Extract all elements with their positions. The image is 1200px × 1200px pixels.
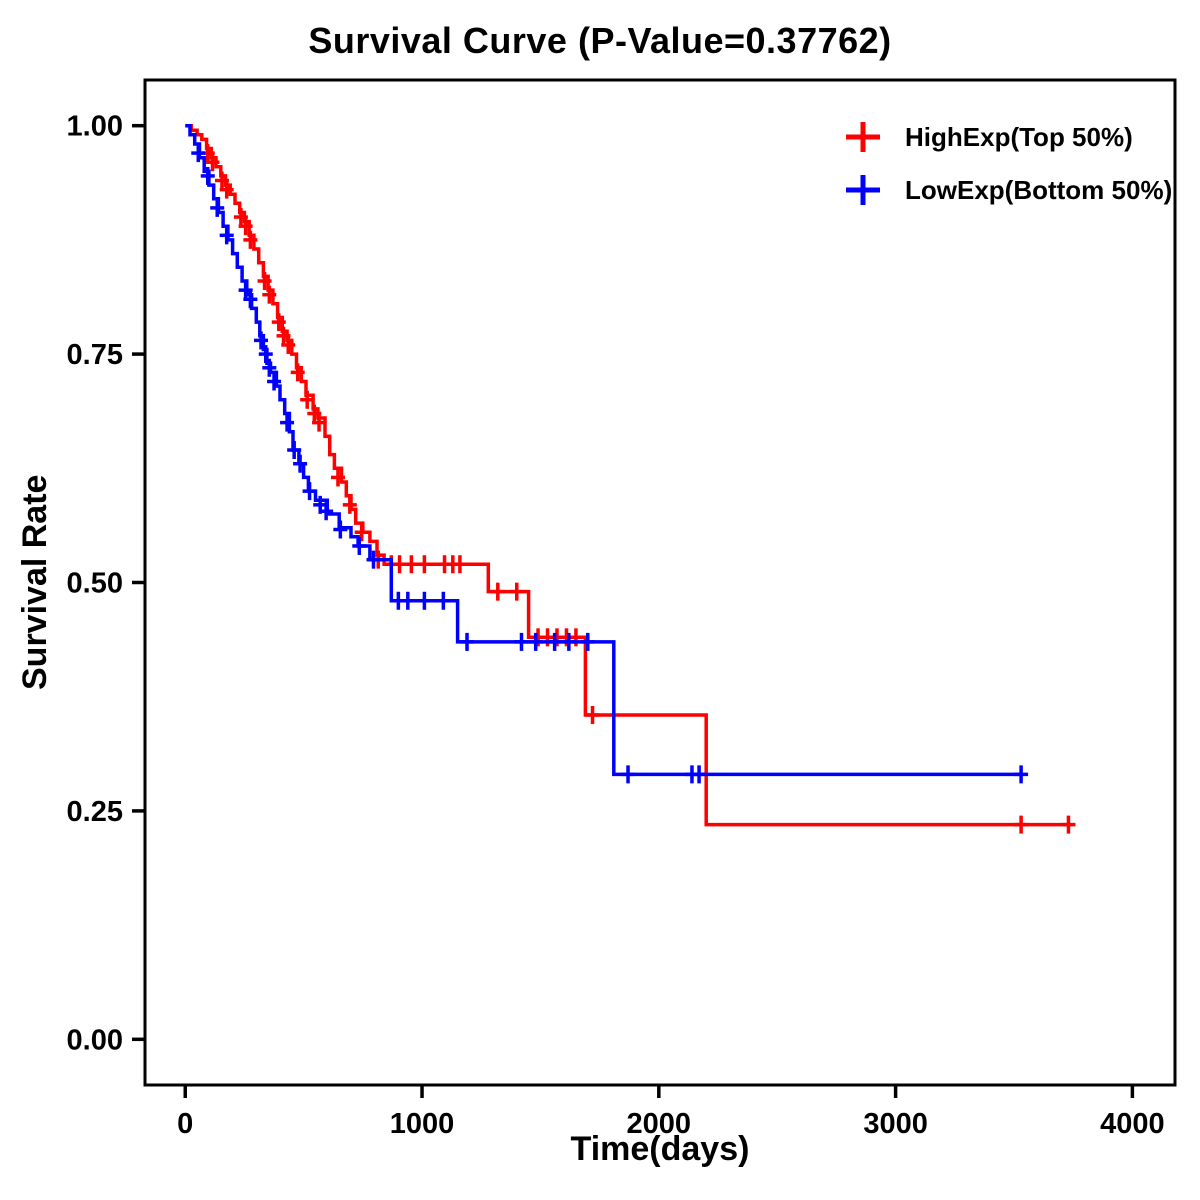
x-tick-label: 0 [177,1108,193,1140]
x-axis-label: Time(days) [570,1130,750,1168]
chart-title: Survival Curve (P-Value=0.37762) [308,20,892,61]
x-tick-label: 4000 [1100,1108,1165,1140]
legend-label-1: LowExp(Bottom 50%) [905,175,1172,205]
y-tick-label: 0.75 [67,339,123,371]
survival-step-line-1 [185,123,1022,777]
plot-frame [143,78,1177,1087]
y-tick-label: 0.00 [67,1024,123,1056]
x-tick-label: 2000 [627,1108,692,1140]
legend-label-0: HighExp(Top 50%) [905,122,1133,152]
y-tick-label: 0.25 [67,796,123,828]
survival-step-line-0 [185,123,1069,827]
y-tick-label: 1.00 [67,111,123,143]
x-tick-label: 3000 [863,1108,928,1140]
y-tick-label: 0.50 [67,568,123,600]
x-tick-label: 1000 [390,1108,455,1140]
